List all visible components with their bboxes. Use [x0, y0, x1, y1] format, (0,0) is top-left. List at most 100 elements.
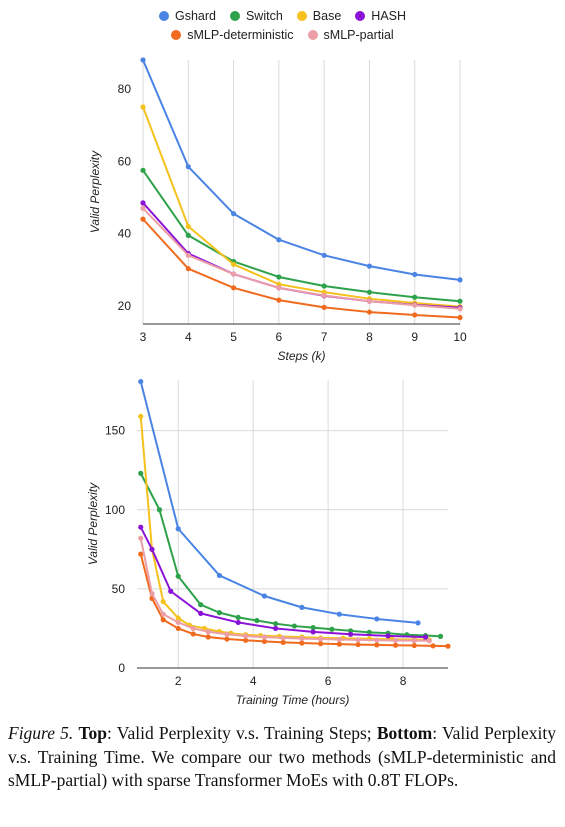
steps-perplexity-chart: 3 4 5 6 7 8 9 10 20 40 60 80 Steps (k) Valid Perplexi… [88, 57, 467, 363]
data-point-gshard [366, 263, 373, 269]
y-tick-label: 40 [118, 227, 132, 241]
data-point-gshard [175, 526, 181, 532]
x-tick-label: 8 [366, 330, 373, 344]
caption-figure-label: Figure 5. [8, 723, 74, 743]
x-tick-label: 7 [321, 330, 328, 344]
data-point-hash [149, 546, 155, 552]
legend-row-1: Gshard Switch Base HASH [0, 9, 565, 23]
data-point-smlp-partial [366, 298, 373, 304]
data-point-hash [140, 200, 146, 206]
data-point-hash [310, 629, 316, 635]
data-point-switch [310, 625, 316, 631]
data-point-smlp-partial [411, 638, 417, 644]
data-point-smlp-deterministic [140, 216, 146, 222]
caption-bottom-label: Bottom [376, 723, 433, 743]
data-point-smlp-deterministic [411, 642, 417, 649]
data-point-smlp-partial [318, 636, 324, 642]
data-point-smlp-deterministic [205, 634, 211, 640]
data-point-smlp-deterministic [224, 636, 230, 642]
legend-row-2: sMLP-deterministic sMLP-partial [0, 28, 565, 42]
caption-bottom-text: : Valid Perplexity v.s. Training Time. W… [8, 723, 557, 790]
series-line-smlp-deterministic [139, 553, 449, 648]
data-point-smlp-deterministic [138, 551, 144, 557]
y-tick-label: 80 [118, 82, 132, 96]
legend-marker [355, 11, 366, 21]
x-axis-title: Steps (k) [277, 349, 325, 363]
caption-top-label: Top [78, 723, 108, 743]
x-tick-label: 6 [276, 330, 283, 344]
data-point-switch [291, 623, 297, 629]
data-point-smlp-partial [261, 634, 267, 640]
legend-label: Base [312, 9, 342, 23]
data-point-switch [156, 507, 163, 513]
data-point-smlp-deterministic [430, 643, 436, 649]
figure-caption: Figure 5. Top: Valid Perplexity v.s. Tra… [8, 722, 556, 793]
data-point-smlp-partial [224, 631, 230, 637]
data-point-smlp-deterministic [261, 638, 267, 645]
y-tick-label: 50 [112, 582, 126, 596]
data-point-gshard [374, 616, 380, 622]
data-point-smlp-partial [392, 637, 399, 644]
data-point-smlp-partial [190, 625, 196, 632]
series-line-switch [142, 169, 461, 303]
data-point-smlp-deterministic [185, 266, 191, 272]
data-point-smlp-deterministic [280, 639, 286, 645]
data-point-smlp-deterministic [392, 642, 399, 648]
data-point-gshard [299, 604, 305, 610]
legend-marker [296, 11, 307, 21]
data-point-hash [138, 524, 144, 530]
data-point-smlp-deterministic [175, 625, 181, 632]
series-line-smlp-partial [142, 207, 461, 310]
data-point-hash [385, 633, 391, 639]
legend-label: sMLP-deterministic [187, 28, 294, 42]
data-point-switch [235, 614, 241, 620]
data-point-smlp-partial [426, 638, 432, 644]
x-tick-label: 3 [140, 330, 147, 344]
data-point-smlp-deterministic [366, 309, 373, 315]
legend-label: Gshard [174, 9, 216, 23]
y-tick-label: 150 [105, 424, 125, 438]
data-point-switch [216, 610, 223, 616]
data-point-smlp-deterministic [457, 314, 463, 321]
data-point-switch [321, 283, 327, 289]
data-point-base [185, 223, 191, 229]
data-point-gshard [261, 593, 267, 599]
time-perplexity-chart: 2 4 6 8 0 50 100 150 Training Time (hours) Valid … [86, 378, 451, 707]
data-point-hash [422, 634, 429, 640]
data-point-smlp-partial [243, 633, 249, 639]
data-point-hash [168, 588, 174, 594]
data-point-smlp-deterministic [190, 631, 196, 637]
x-tick-label: 4 [250, 674, 257, 688]
legend-marker [158, 11, 169, 21]
data-point-smlp-partial [355, 637, 361, 643]
data-point-hash [273, 625, 279, 632]
legend-item-gshard: Gshard [158, 9, 216, 23]
data-point-smlp-deterministic [355, 641, 361, 648]
y-tick-label: 20 [118, 299, 132, 313]
data-point-base [160, 598, 166, 605]
data-point-smlp-deterministic [276, 297, 282, 303]
legend-marker [171, 30, 182, 40]
caption-top-text: : Valid Perplexity v.s. Training Steps; [107, 723, 377, 743]
legend-marker [307, 30, 318, 40]
x-tick-label: 2 [175, 674, 182, 688]
data-point-switch [185, 232, 191, 238]
series-line-hash [139, 526, 426, 639]
data-point-smlp-partial [321, 292, 327, 299]
data-point-smlp-deterministic [336, 641, 342, 647]
data-point-gshard [140, 57, 146, 63]
data-point-smlp-partial [276, 285, 282, 291]
data-point-smlp-partial [160, 611, 166, 617]
data-point-smlp-partial [374, 637, 380, 643]
data-point-base [138, 413, 144, 419]
x-tick-label: 4 [185, 330, 192, 344]
data-point-gshard [276, 237, 282, 243]
data-point-base [175, 615, 181, 621]
legend-item-base: Base [296, 9, 342, 23]
data-point-smlp-deterministic [412, 312, 418, 318]
data-point-smlp-partial [175, 619, 181, 626]
data-point-hash [198, 610, 204, 617]
data-point-switch [273, 621, 279, 627]
data-point-smlp-deterministic [160, 617, 166, 623]
